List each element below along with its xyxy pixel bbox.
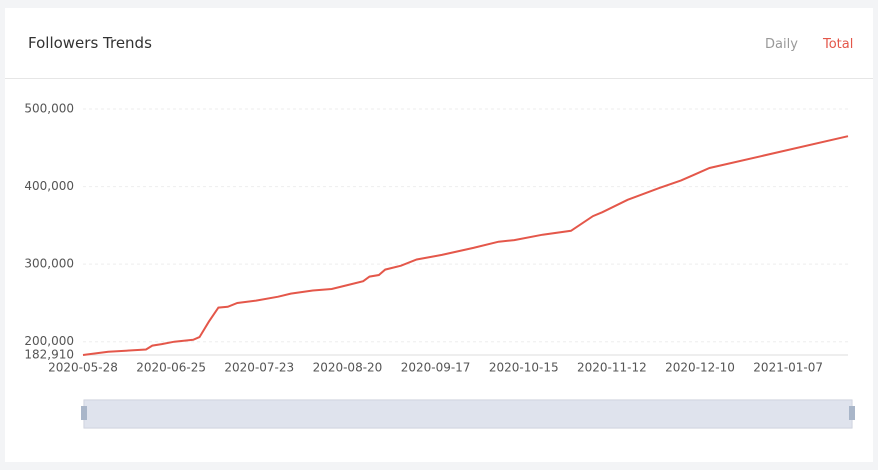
x-tick-label: 2020-10-15 <box>489 361 559 375</box>
x-tick-label: 2020-09-17 <box>401 361 471 375</box>
daily-toggle[interactable]: Daily <box>765 37 798 52</box>
y-tick-label: 400,000 <box>24 179 74 193</box>
total-toggle[interactable]: Total <box>823 37 854 52</box>
y-tick-label: 500,000 <box>24 102 74 116</box>
zoom-handle[interactable] <box>81 406 87 420</box>
card-title: Followers Trends <box>28 34 152 52</box>
series-line <box>82 135 849 356</box>
y-tick-label: 200,000 <box>24 334 74 348</box>
card: Followers Trends Daily Total <box>5 8 873 462</box>
x-tick-label: 2020-08-20 <box>313 361 383 375</box>
x-tick-label: 2020-06-25 <box>136 361 206 375</box>
x-tick-label: 2020-11-12 <box>577 361 647 375</box>
zoom-window[interactable] <box>84 400 852 428</box>
x-tick-label: 2020-07-23 <box>224 361 294 375</box>
x-tick-label: 2020-12-10 <box>665 361 735 375</box>
zoom-handle[interactable] <box>849 406 855 420</box>
y-tick-label: 182,910 <box>24 348 74 362</box>
x-tick-label: 2021-01-07 <box>753 361 823 375</box>
card-header: Followers Trends Daily Total <box>5 8 873 79</box>
y-tick-label: 300,000 <box>24 257 74 271</box>
x-tick-label: 2020-05-28 <box>48 361 118 375</box>
